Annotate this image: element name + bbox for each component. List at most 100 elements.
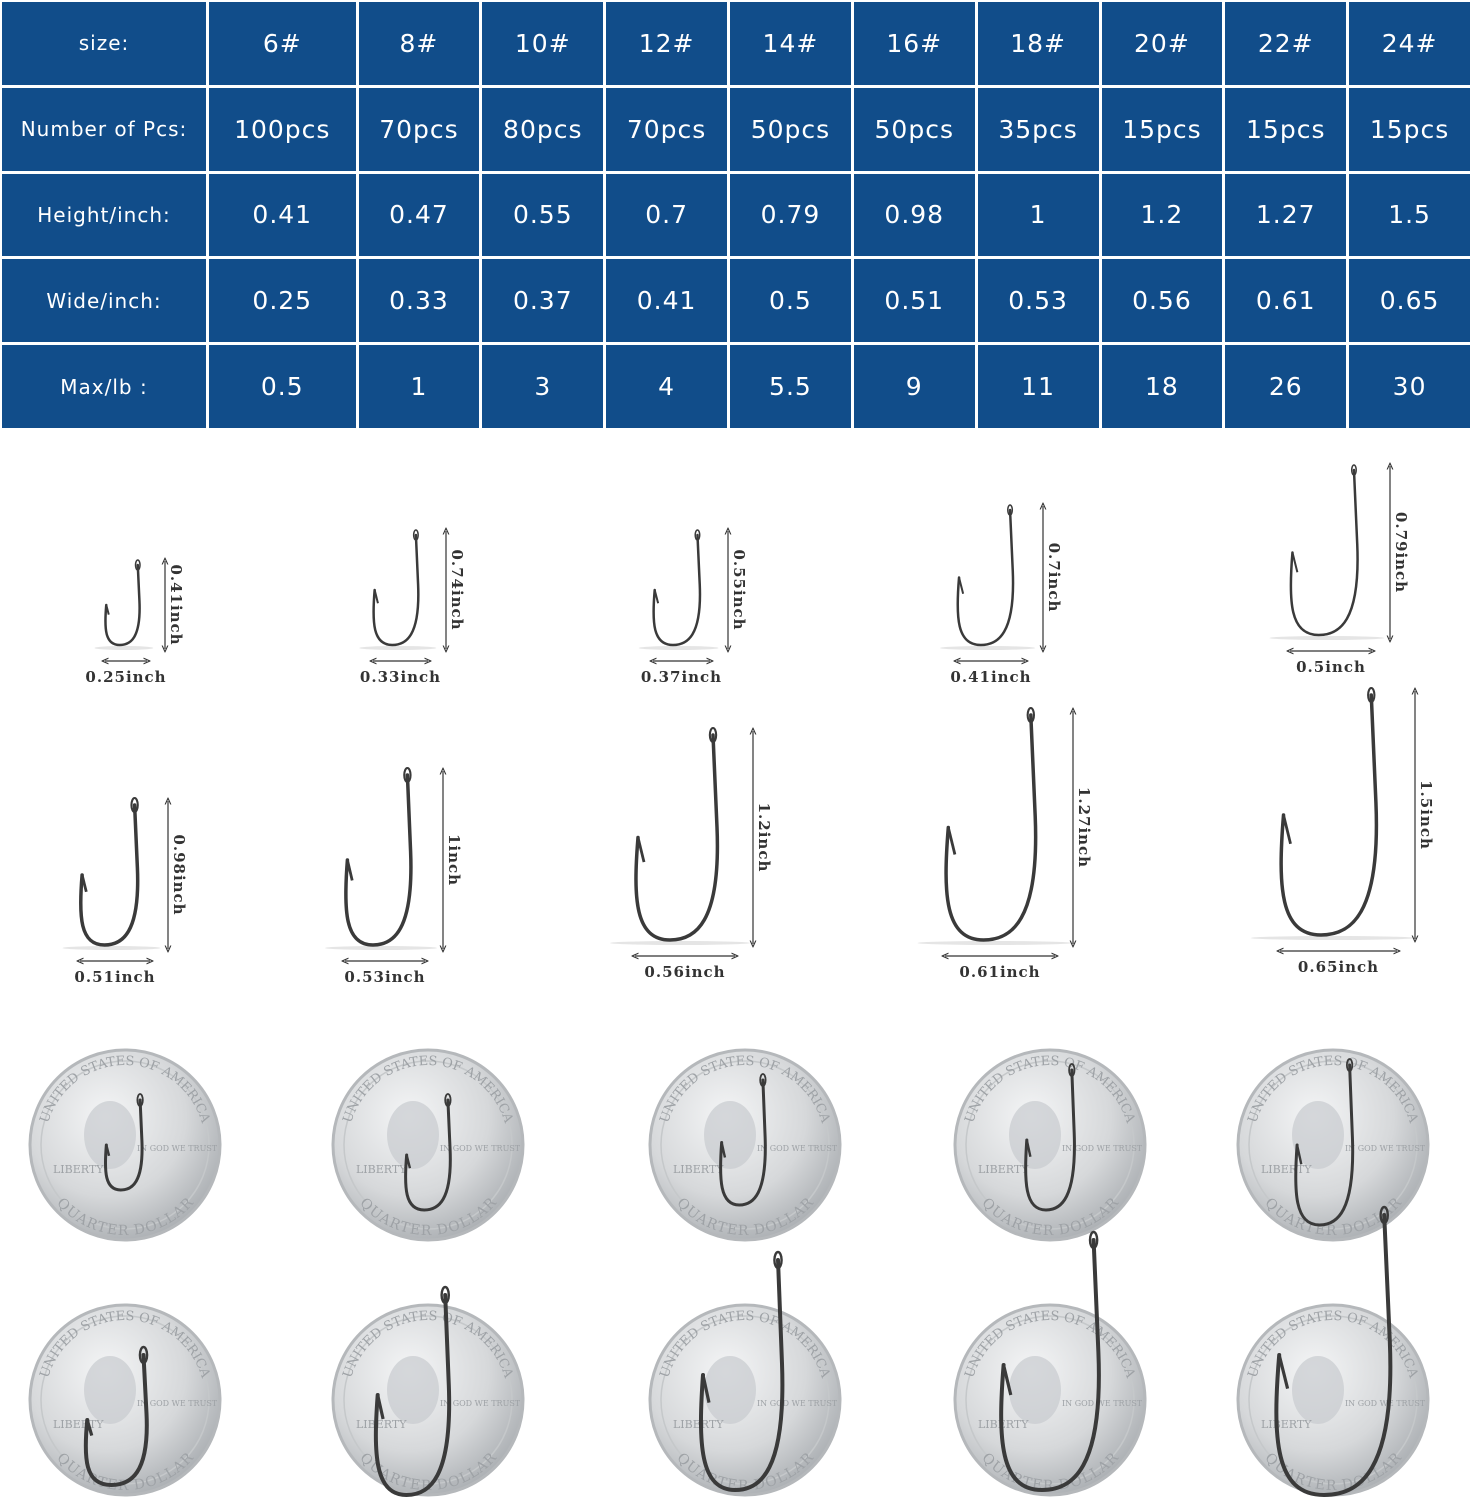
hook-barb [1295,1144,1303,1165]
table-cell: 1 [977,173,1099,257]
table-cell: 6# [209,2,356,85]
table-cell: 0.41 [209,173,356,257]
height-label: 0.41inch [167,564,185,645]
coin-lettering-liberty: LIBERTY [53,1418,104,1431]
hook-icon [1024,1068,1076,1212]
hook-icon [104,563,141,647]
hook-barb [1025,1139,1032,1158]
hook-icon [1294,1063,1355,1227]
coin-lettering-motto: IN GOD WE TRUST [137,1144,218,1153]
table-cell: 12# [606,2,728,85]
height-label: 0.74inch [448,549,466,630]
hook-barb [720,1142,727,1158]
table-cell: 1.5 [1349,173,1470,257]
width-label: 0.5inch [1296,658,1366,676]
table-cell: 1 [358,345,480,428]
hook-icon [103,1098,144,1192]
table-cell: 0.5 [730,259,851,343]
table-row: Max/lb :0.5 1 3 4 5.5 9 11 18 26 30 [2,345,1470,428]
coin-lettering-motto: IN GOD WE TRUST [1062,1144,1143,1153]
hook-eye [130,796,139,814]
hook-eye [1367,686,1376,704]
table-cell: 5.5 [730,345,851,428]
table-cell: 0.56 [1101,259,1223,343]
table-cell: 16# [853,2,975,85]
table-cell: 80pcs [482,87,604,171]
hook-barb [1002,1364,1013,1396]
hook-eye [1007,504,1014,516]
hook-icon [1274,1213,1393,1498]
hook-eye [694,529,701,541]
width-label: 0.25inch [85,668,166,686]
hook-icon [634,733,720,942]
table-cell: 15pcs [1101,87,1223,171]
coin-lettering-motto: IN GOD WE TRUST [1345,1399,1426,1408]
table-cell: 15pcs [1349,87,1470,171]
portrait [704,1356,756,1424]
width-label: 0.65inch [1298,958,1379,976]
table-row: Number of Pcs: 100pcs 70pcs 80pcs 70pcs 50pcs… [2,87,1470,171]
hook-diagram: 0.55inch 0.37inch [638,529,748,686]
hook-barb [1277,1354,1290,1389]
table-cell: 26 [1225,345,1347,428]
hook-eye [1088,1230,1099,1250]
table-cell: 70pcs [606,87,728,171]
hook-barb [376,1394,385,1420]
table-cell: 0.53 [977,259,1099,343]
portrait [1009,1101,1061,1169]
spec-table: size: 6# 8# 10# 12# 14# 16# 18# 20# 22# 24# Number … [0,0,1473,431]
table-cell: 20# [1101,2,1223,85]
height-label: 0.7inch [1045,543,1063,613]
hook-barb [653,589,660,604]
hook-eye [444,1093,452,1107]
hook-barb [80,874,88,893]
table-cell: 0.61 [1225,259,1347,343]
height-label: 0.79inch [1392,512,1410,593]
hook-eye [134,559,141,571]
hook-eye [1379,1205,1389,1225]
table-cell: 1.2 [1101,173,1223,257]
table-cell: 0.33 [358,259,480,343]
hook-eye [403,766,412,784]
table-cell: 100pcs [209,87,356,171]
height-label: 1.2inch [755,803,773,873]
portrait [1292,1101,1344,1169]
width-label: 0.37inch [641,668,722,686]
width-label: 0.33inch [360,668,441,686]
hook-icon [944,713,1038,942]
table-cell: 0.98 [853,173,975,257]
hook-eye [138,1345,149,1365]
portrait [84,1356,136,1424]
hook-barb [946,827,957,855]
hook-diagram: 1.2inch 0.56inch [610,726,773,981]
portrait [387,1101,439,1169]
table-cell: 0.25 [209,259,356,343]
hook-eye [136,1093,144,1107]
height-label: 1.27inch [1075,787,1093,868]
portrait [1009,1356,1061,1424]
table-row: Height/inch: 0.41 0.47 0.55 0.7 0.79 0.98 1 1.2 1… [2,173,1470,257]
row-label: Number of Pcs: [2,87,206,171]
table-row: Wide/inch: 0.25 0.33 0.37 0.41 0.5 0.51 0.53 0.5… [2,259,1470,343]
table-cell: 50pcs [730,87,851,171]
hook-diagram: 0.79inch 0.5inch [1269,465,1410,676]
hook-barb [701,1374,711,1403]
hook-barb [105,1144,111,1157]
row-label: Height/inch: [2,173,206,257]
coin-lettering-liberty: LIBERTY [978,1418,1029,1431]
height-label: 1inch [445,834,463,886]
table-cell: 0.41 [606,259,728,343]
coin-lettering-motto: IN GOD WE TRUST [440,1399,521,1408]
portrait [84,1101,136,1169]
hook-barb [1282,814,1292,845]
height-label: 1.5inch [1417,780,1435,850]
table-cell: 9 [853,345,975,428]
coin-lettering-motto: IN GOD WE TRUST [757,1399,838,1408]
hook-icon [1289,468,1359,637]
hook-icon [344,773,413,947]
height-label: 0.98inch [170,834,188,915]
hook-icon [719,1078,767,1207]
